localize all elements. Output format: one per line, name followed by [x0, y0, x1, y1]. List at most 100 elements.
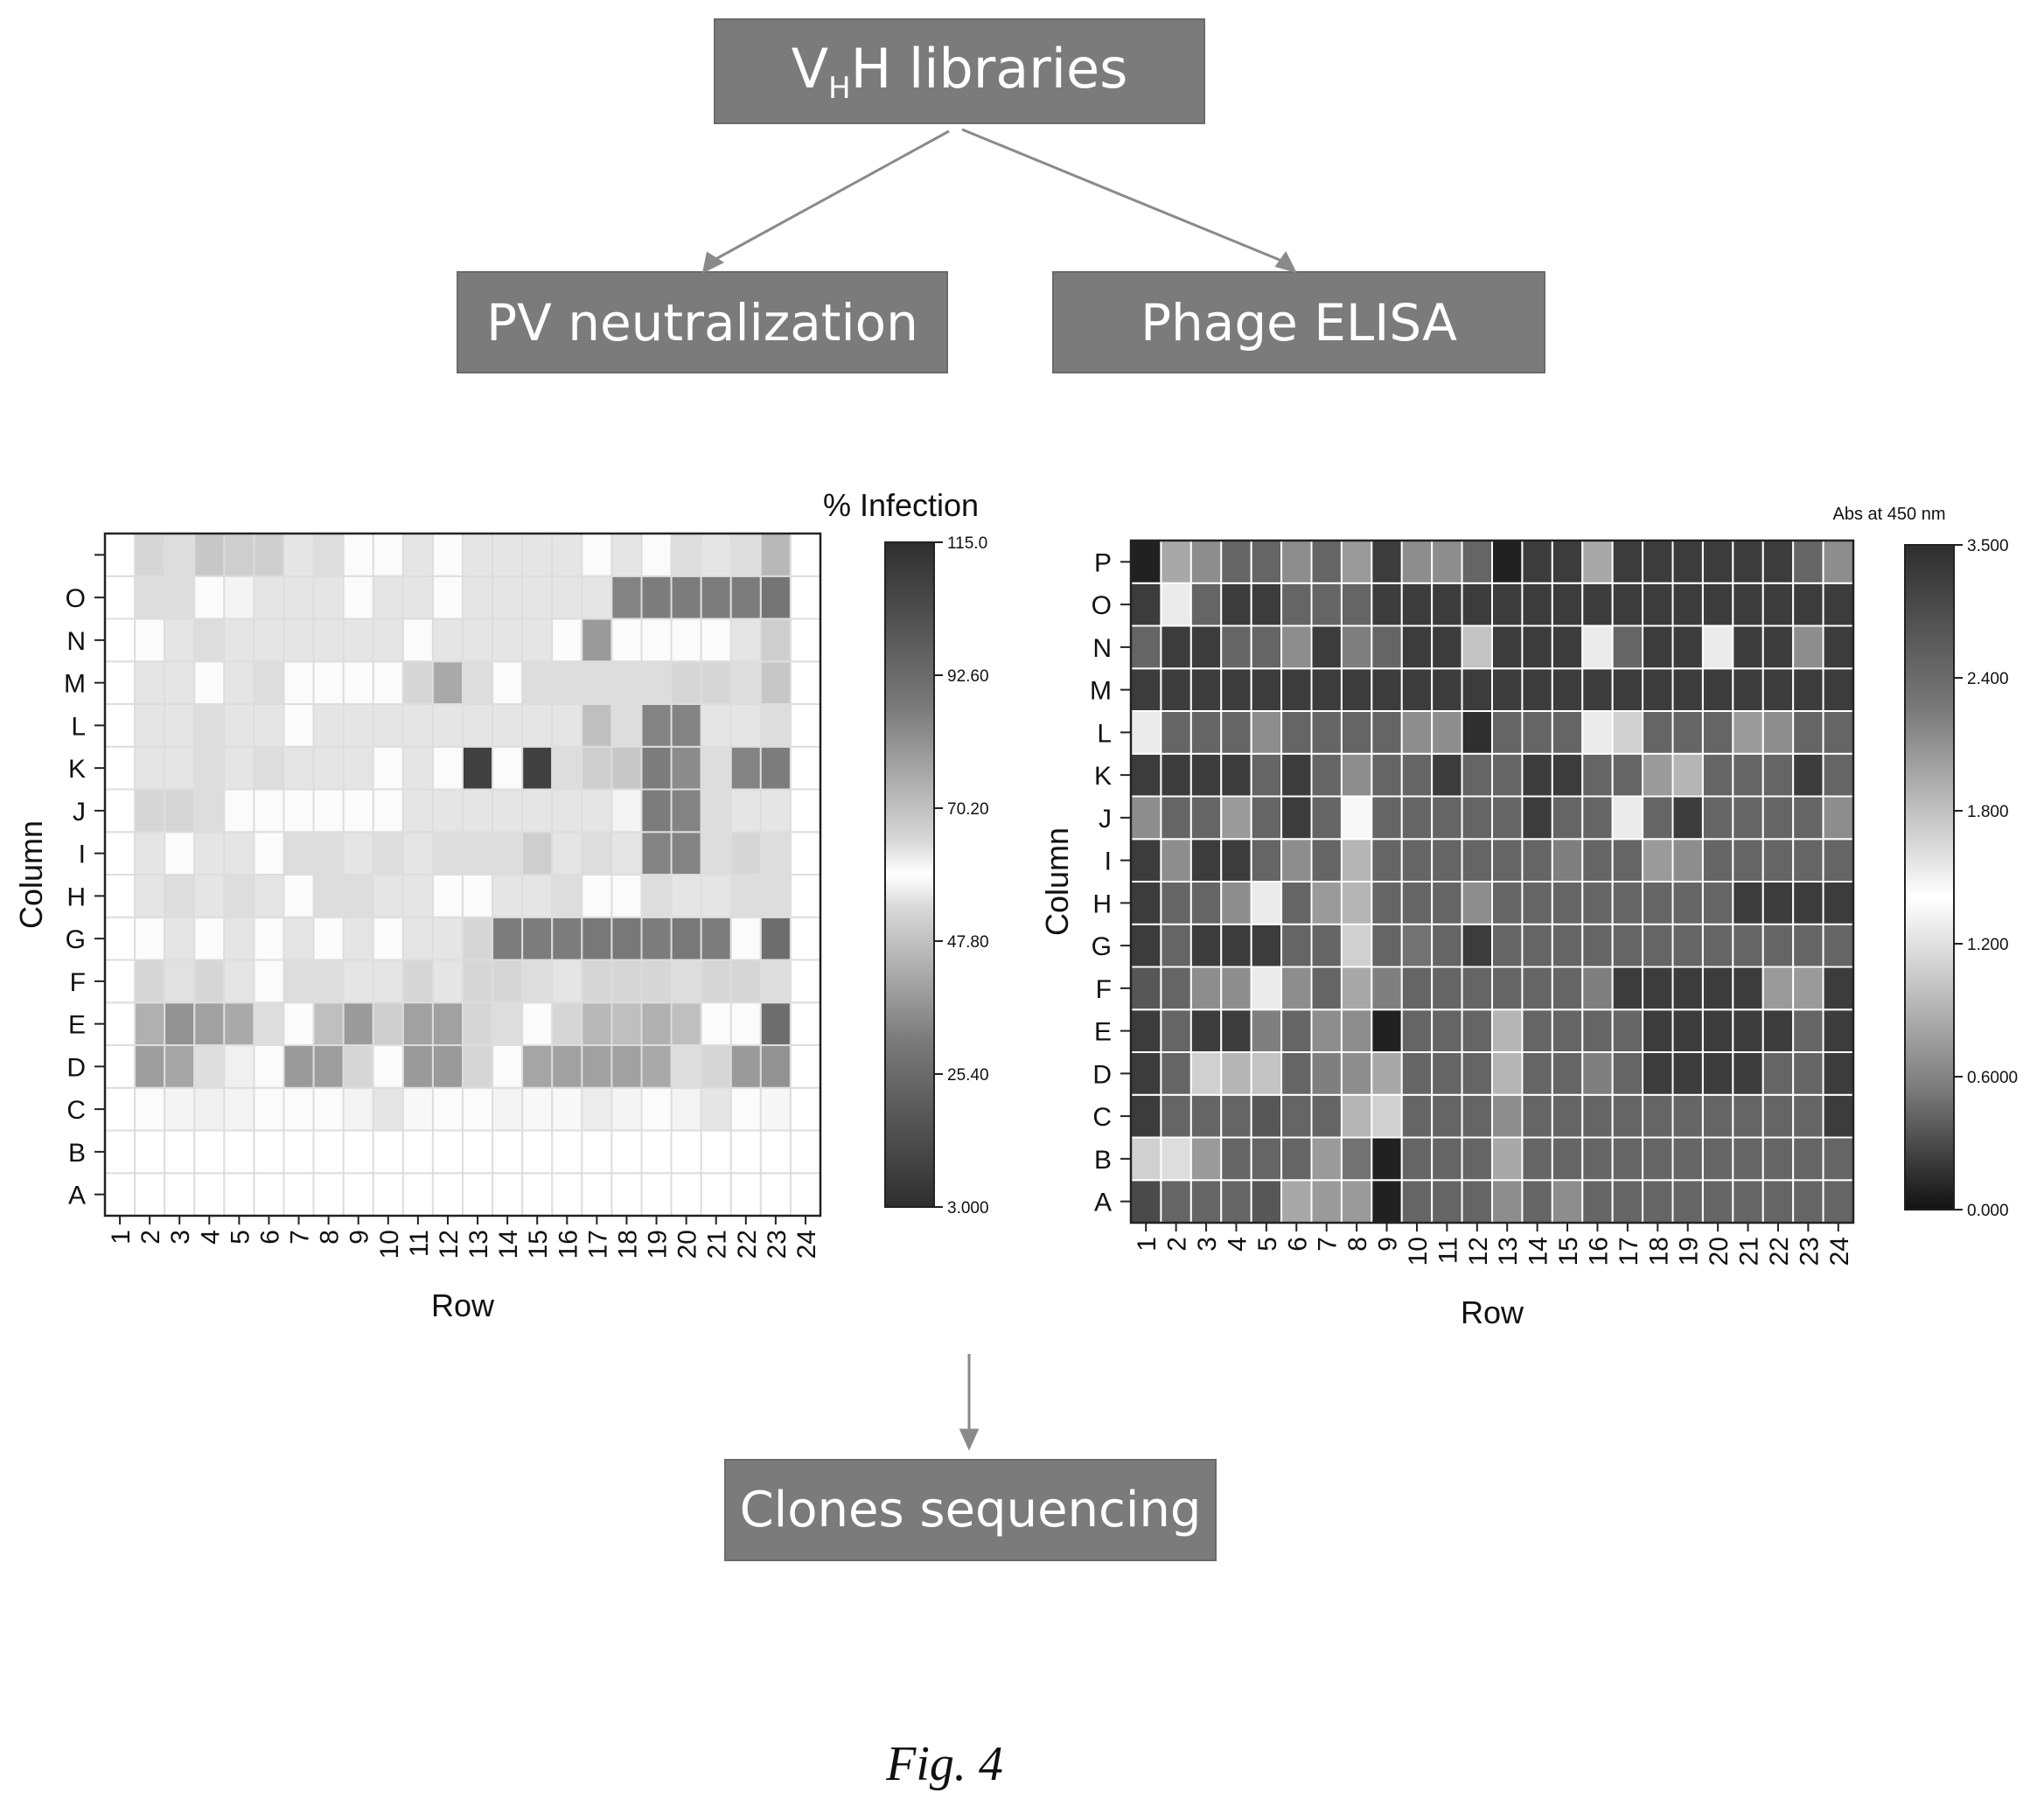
x-axis-label: Row — [1461, 1294, 1524, 1330]
heatmap-cell — [1581, 752, 1614, 798]
heatmap-cell — [401, 1129, 434, 1175]
heatmap-cell — [1822, 881, 1854, 925]
heatmap-cell — [1280, 838, 1313, 883]
heatmap-cell — [1160, 923, 1192, 968]
heatmap-cell — [640, 916, 673, 961]
heatmap-cell — [1310, 710, 1343, 755]
heatmap-cell — [253, 617, 285, 663]
heatmap-cell — [1551, 1008, 1584, 1053]
heatmap-cell — [1611, 540, 1644, 584]
heatmap-cell — [670, 916, 702, 961]
x-tick-label: 15 — [524, 1230, 553, 1259]
heatmap-cell — [1371, 752, 1403, 798]
heatmap-cell — [164, 703, 196, 748]
heatmap-cell — [253, 1001, 285, 1046]
heatmap-cell — [253, 959, 285, 1004]
heatmap-cell — [1310, 1179, 1343, 1224]
heatmap-cell — [431, 745, 464, 791]
heatmap-cell — [312, 1129, 345, 1175]
heatmap-cell — [551, 1001, 583, 1046]
heatmap-cell — [253, 1172, 285, 1217]
heatmap-cell — [1822, 1136, 1854, 1182]
colorbar-tick-label: 1.200 — [1967, 936, 2009, 954]
heatmap-cell — [431, 660, 464, 705]
heatmap-cell — [431, 1172, 464, 1217]
x-tick-label: 17 — [1615, 1237, 1643, 1266]
heatmap-cell — [789, 916, 822, 961]
heatmap-cell — [1611, 923, 1644, 968]
heatmap-cell — [1310, 795, 1343, 841]
heatmap-cell — [104, 1172, 136, 1217]
heatmap-cell — [1220, 881, 1252, 925]
x-tick-label: 12 — [435, 1230, 464, 1259]
heatmap-cell — [372, 575, 404, 620]
heatmap-cell — [1761, 1008, 1795, 1053]
heatmap-cell — [1340, 795, 1373, 841]
heatmap-cell — [1310, 1008, 1343, 1053]
heatmap-cell — [1701, 1051, 1734, 1096]
heatmap-cell — [729, 831, 762, 876]
heatmap-cell — [1340, 1136, 1373, 1182]
heatmap-cell — [1250, 838, 1283, 883]
heatmap-cell — [431, 1129, 464, 1175]
heatmap-cell — [462, 1001, 494, 1046]
heatmap-cell — [342, 1044, 374, 1089]
heatmap-cell — [1611, 582, 1644, 627]
heatmap-cell — [401, 660, 434, 705]
heatmap-cell — [223, 1086, 255, 1132]
heatmap-cell — [164, 1044, 196, 1089]
heatmap-cell — [431, 617, 464, 663]
heatmap-cell — [104, 831, 136, 876]
heatmap-cell — [1280, 752, 1313, 798]
heatmap-cell — [551, 533, 583, 577]
heatmap-cell — [521, 703, 554, 748]
heatmap-cell — [1280, 1051, 1313, 1096]
heatmap-cell — [1671, 1008, 1704, 1053]
heatmap-cell — [729, 916, 762, 961]
heatmap-cell — [164, 1001, 196, 1046]
heatmap-cell — [521, 1129, 554, 1175]
heatmap-cell — [1130, 838, 1162, 883]
heatmap-cell — [1371, 881, 1403, 925]
heatmap-cell — [1611, 795, 1644, 841]
heatmap-cell — [670, 1129, 702, 1175]
heatmap-cell — [1671, 582, 1704, 627]
heatmap-cell — [1581, 582, 1614, 627]
heatmap-cell — [1491, 1179, 1524, 1224]
heatmap-cell — [1761, 1136, 1795, 1182]
heatmap-cell — [193, 788, 226, 834]
heatmap-cell — [372, 660, 404, 705]
heatmap-cell — [312, 617, 345, 663]
heatmap-cell — [1400, 923, 1434, 968]
y-tick-label: H — [66, 883, 86, 911]
colorbar — [884, 541, 935, 1208]
heatmap-cell — [1551, 881, 1584, 925]
heatmap-cell — [1521, 881, 1553, 925]
heatmap-cell — [1701, 1093, 1734, 1139]
heatmap-cell — [610, 533, 643, 577]
heatmap-cell — [283, 831, 315, 876]
heatmap-cell — [610, 788, 643, 834]
heatmap-cell — [1280, 1008, 1313, 1053]
heatmap-cell — [1250, 795, 1283, 841]
heatmap-cell — [1250, 582, 1283, 627]
heatmap-cell — [401, 575, 434, 620]
heatmap-cell — [164, 575, 196, 620]
heatmap-cell — [1160, 881, 1192, 925]
heatmap-cell — [401, 831, 434, 876]
heatmap-cell — [223, 1044, 255, 1089]
heatmap-cell — [521, 916, 554, 961]
heatmap-cell — [312, 1044, 345, 1089]
heatmap-cell — [700, 1172, 732, 1217]
x-tick-label: 2 — [136, 1230, 165, 1245]
heatmap-cell — [193, 660, 226, 705]
heatmap-cell — [700, 1044, 732, 1089]
heatmap-cell — [670, 1001, 702, 1046]
heatmap-cell — [1400, 966, 1434, 1011]
heatmap-cell — [1310, 1136, 1343, 1182]
heatmap-cell — [759, 916, 792, 961]
heatmap-cell — [1521, 795, 1553, 841]
heatmap-cell — [223, 1172, 255, 1217]
heatmap-cell — [462, 874, 494, 918]
heatmap-cell — [1792, 1179, 1824, 1224]
